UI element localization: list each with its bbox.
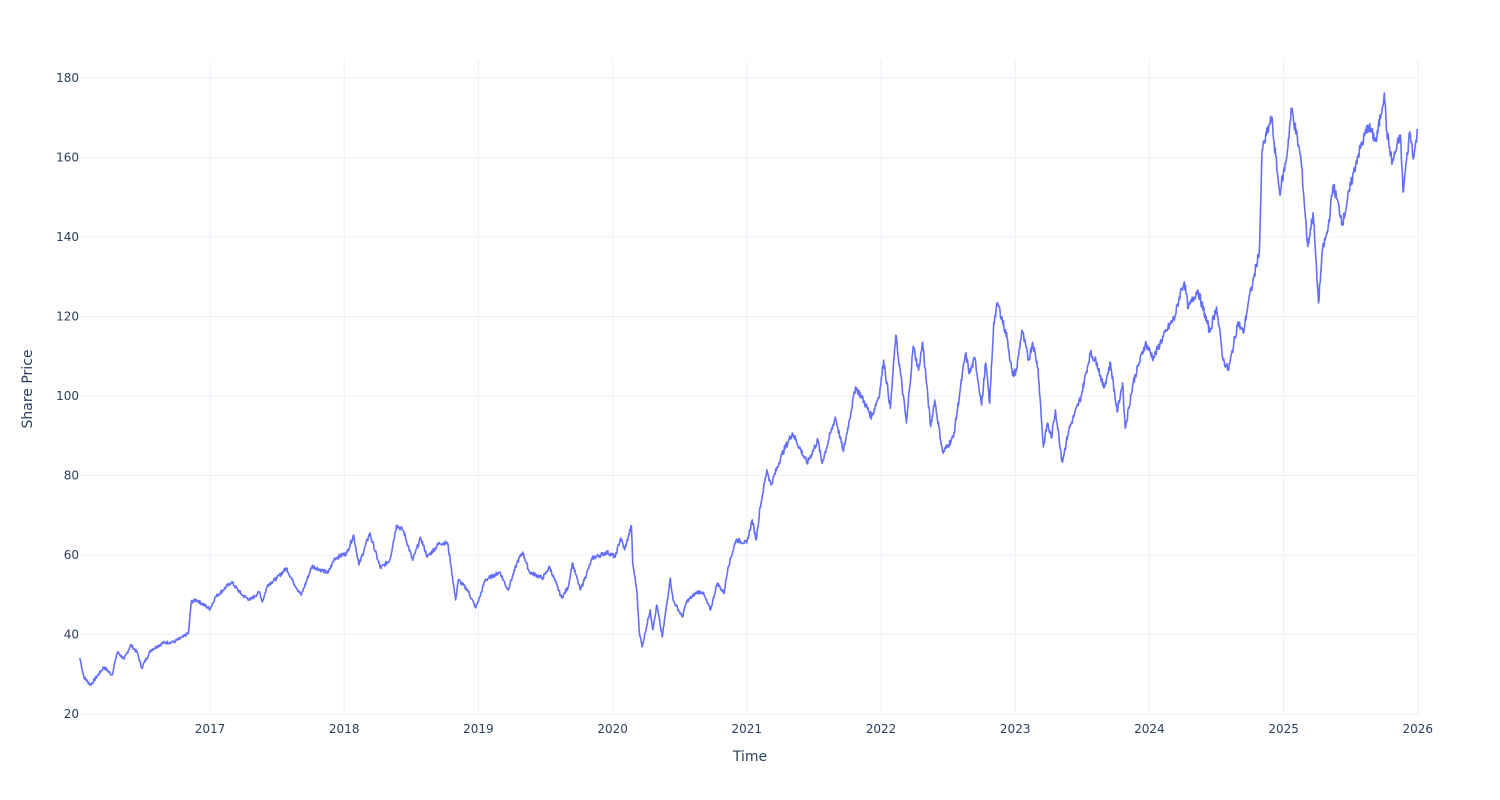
y-tick-label: 140 <box>56 230 79 244</box>
y-axis-ticks: 20 40 60 80 100 120 140 160 180 <box>56 71 79 721</box>
x-tick-label: 2026 <box>1403 722 1434 736</box>
y-tick-label: 100 <box>56 389 79 403</box>
share-price-line <box>79 92 1419 687</box>
y-tick-label: 180 <box>56 71 79 85</box>
x-axis-ticks: 2017 2018 2019 2020 2021 2022 2023 2024 2025 2026 <box>195 722 1433 736</box>
x-tick-label: 2023 <box>1000 722 1031 736</box>
y-axis-title: Share Price <box>20 349 36 428</box>
x-tick-label: 2018 <box>329 722 360 736</box>
y-tick-label: 120 <box>56 310 79 324</box>
y-gridlines <box>80 77 1419 715</box>
x-tick-label: 2019 <box>463 722 494 736</box>
x-tick-label: 2022 <box>866 722 897 736</box>
x-tick-label: 2020 <box>597 722 628 736</box>
y-tick-label: 80 <box>64 469 79 483</box>
x-tick-label: 2025 <box>1268 722 1299 736</box>
y-tick-label: 160 <box>56 151 79 165</box>
x-gridlines <box>209 60 1419 714</box>
x-tick-label: 2017 <box>195 722 226 736</box>
x-axis-title: Time <box>732 749 767 765</box>
y-tick-label: 40 <box>64 628 79 642</box>
x-tick-label: 2021 <box>732 722 763 736</box>
y-tick-label: 60 <box>64 548 79 562</box>
x-tick-label: 2024 <box>1134 722 1165 736</box>
y-tick-label: 20 <box>64 707 79 721</box>
